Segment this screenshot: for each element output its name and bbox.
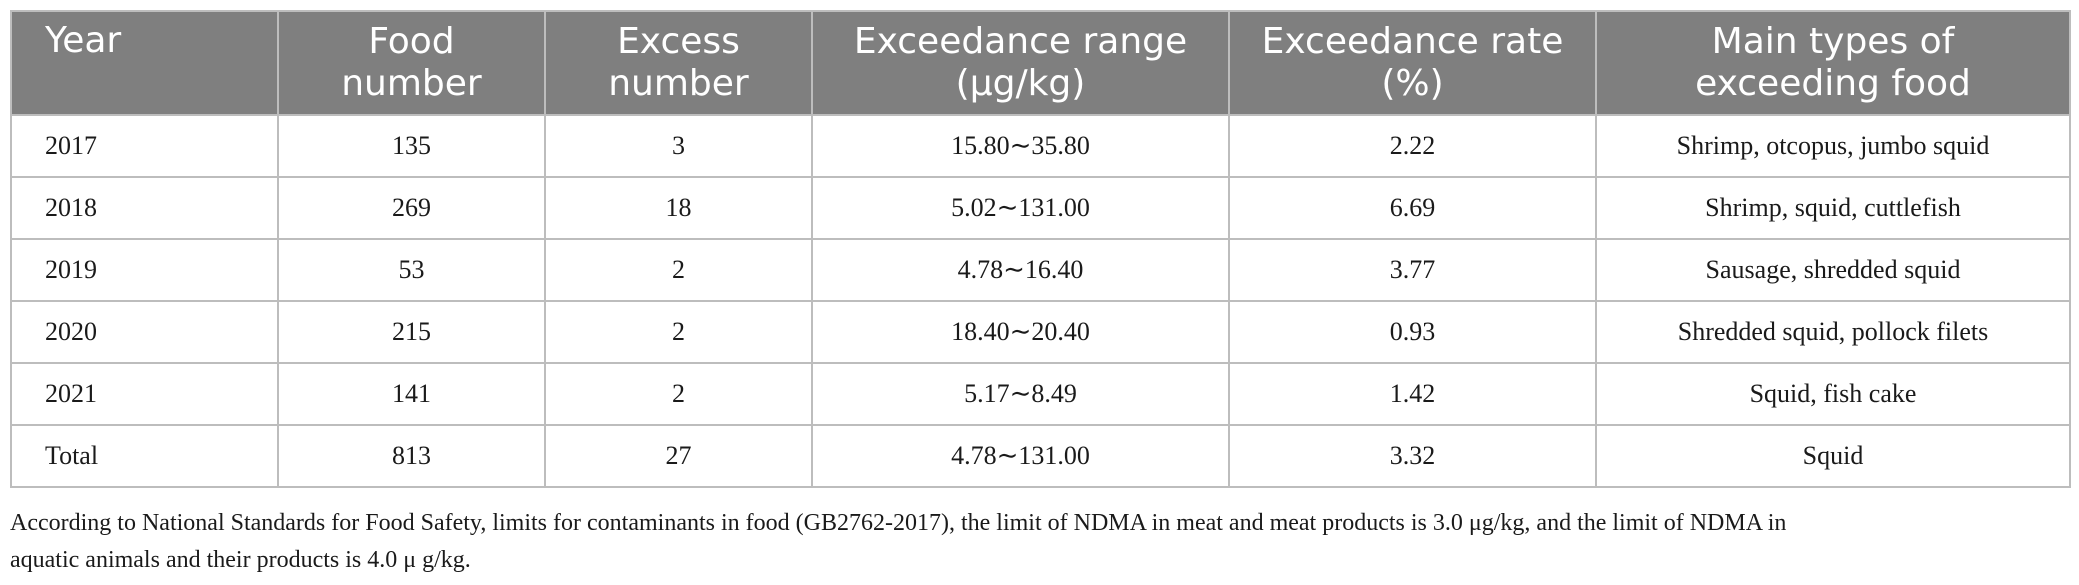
header-row: Year Food number Excess number Exceedance … xyxy=(10,10,2071,116)
cell-main-types: Shrimp, otcopus, jumbo squid xyxy=(1595,114,2071,178)
cell-exceedance-rate: 2.22 xyxy=(1228,114,1597,178)
cell-year: 2018 xyxy=(10,176,279,240)
table-footnote: According to National Standards for Food… xyxy=(10,505,2070,579)
table-container: Year Food number Excess number Exceedance … xyxy=(10,10,2071,488)
cell-year: 2017 xyxy=(10,114,279,178)
header-exceedance-rate: Exceedance rate (%) xyxy=(1228,10,1597,116)
header-year: Year xyxy=(10,10,279,116)
cell-food-number: 813 xyxy=(277,424,546,488)
cell-exceedance-range: 5.17∼8.49 xyxy=(811,362,1230,426)
table-row-total: Total 813 27 4.78∼131.00 3.32 Squid xyxy=(10,424,2071,488)
cell-exceedance-rate: 0.93 xyxy=(1228,300,1597,364)
header-main-types: Main types of exceeding food xyxy=(1595,10,2071,116)
table-row: 2021 141 2 5.17∼8.49 1.42 Squid, fish ca… xyxy=(10,362,2071,426)
cell-main-types: Shredded squid, pollock filets xyxy=(1595,300,2071,364)
header-food-number: Food number xyxy=(277,10,546,116)
table-row: 2019 53 2 4.78∼16.40 3.77 Sausage, shred… xyxy=(10,238,2071,302)
cell-main-types: Squid xyxy=(1595,424,2071,488)
table-row: 2018 269 18 5.02∼131.00 6.69 Shrimp, squ… xyxy=(10,176,2071,240)
cell-main-types: Squid, fish cake xyxy=(1595,362,2071,426)
table-row: 2020 215 2 18.40∼20.40 0.93 Shredded squ… xyxy=(10,300,2071,364)
cell-exceedance-rate: 1.42 xyxy=(1228,362,1597,426)
cell-main-types: Shrimp, squid, cuttlefish xyxy=(1595,176,2071,240)
cell-year: Total xyxy=(10,424,279,488)
cell-excess-number: 3 xyxy=(544,114,813,178)
header-excess-number: Excess number xyxy=(544,10,813,116)
cell-food-number: 215 xyxy=(277,300,546,364)
cell-excess-number: 2 xyxy=(544,300,813,364)
cell-exceedance-rate: 3.32 xyxy=(1228,424,1597,488)
cell-year: 2019 xyxy=(10,238,279,302)
footnote-line-2: aquatic animals and their products is 4.… xyxy=(10,547,471,573)
cell-excess-number: 2 xyxy=(544,362,813,426)
cell-exceedance-range: 4.78∼16.40 xyxy=(811,238,1230,302)
cell-exceedance-range: 5.02∼131.00 xyxy=(811,176,1230,240)
cell-food-number: 269 xyxy=(277,176,546,240)
cell-exceedance-range: 15.80∼35.80 xyxy=(811,114,1230,178)
cell-exceedance-range: 18.40∼20.40 xyxy=(811,300,1230,364)
cell-excess-number: 27 xyxy=(544,424,813,488)
cell-exceedance-rate: 6.69 xyxy=(1228,176,1597,240)
cell-year: 2021 xyxy=(10,362,279,426)
table-row: 2017 135 3 15.80∼35.80 2.22 Shrimp, otco… xyxy=(10,114,2071,178)
cell-main-types: Sausage, shredded squid xyxy=(1595,238,2071,302)
cell-food-number: 53 xyxy=(277,238,546,302)
header-exceedance-range: Exceedance range (μg/kg) xyxy=(811,10,1230,116)
cell-exceedance-range: 4.78∼131.00 xyxy=(811,424,1230,488)
cell-year: 2020 xyxy=(10,300,279,364)
cell-excess-number: 18 xyxy=(544,176,813,240)
cell-food-number: 135 xyxy=(277,114,546,178)
cell-food-number: 141 xyxy=(277,362,546,426)
footnote-line-1: According to National Standards for Food… xyxy=(10,510,1787,536)
cell-exceedance-rate: 3.77 xyxy=(1228,238,1597,302)
data-table: Year Food number Excess number Exceedance … xyxy=(10,10,2071,488)
cell-excess-number: 2 xyxy=(544,238,813,302)
